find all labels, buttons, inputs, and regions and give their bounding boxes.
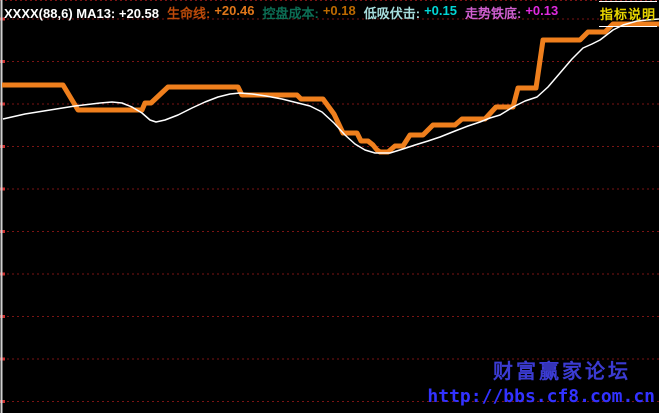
control-cost-value: +0.18 — [322, 3, 356, 18]
trend-bottom-value: +0.13 — [525, 3, 559, 18]
control-cost-label: 控盘成本: — [262, 6, 319, 21]
indicator-control-cost: 控盘成本: +0.18 — [262, 3, 355, 22]
watermark-site-name: 财富赢家论坛 — [493, 361, 631, 383]
indicator-trend-bottom: 走势铁底: +0.13 — [465, 3, 558, 22]
indicator-dip-ambush: 低吸伏击: +0.15 — [364, 3, 457, 22]
indicator-header: XXXX(88,6) MA13: +20.58 生命线: +20.46 控盘成本… — [4, 3, 558, 22]
life-line-label: 生命线: — [167, 6, 211, 21]
watermark: 财富赢家论坛 http://bbs.cf8.com.cn — [427, 355, 655, 407]
trend-bottom-label: 走势铁底: — [464, 6, 522, 21]
life-line-value: +20.46 — [214, 3, 255, 18]
watermark-url: http://bbs.cf8.com.cn — [427, 386, 655, 407]
indicator-life-line: 生命线: +20.46 — [167, 3, 254, 22]
indicator-help-button[interactable]: 指标说明 — [598, 1, 657, 27]
stock-ma13-readout: XXXX(88,6) MA13: +20.58 — [4, 6, 159, 21]
dip-ambush-label: 低吸伏击: — [363, 6, 421, 21]
dip-ambush-value: +0.15 — [424, 3, 457, 18]
